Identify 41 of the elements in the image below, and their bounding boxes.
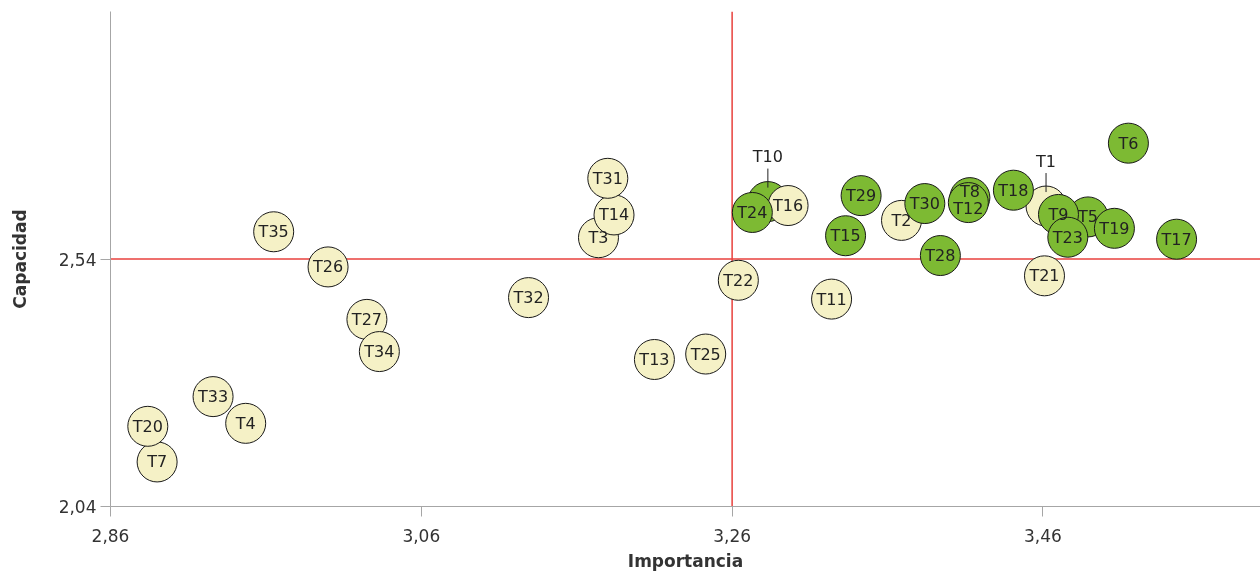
- data-label: T19: [1098, 218, 1130, 238]
- data-label: T27: [350, 309, 382, 329]
- data-label: T8: [958, 182, 980, 202]
- annotation: T10: [751, 147, 783, 167]
- data-label: T18: [997, 180, 1029, 200]
- y-tick-label: 2,04: [58, 497, 97, 517]
- x-axis-title: Importancia: [627, 550, 744, 571]
- data-label: T4: [234, 413, 256, 433]
- data-label: T24: [736, 202, 768, 222]
- annotation: T1: [1035, 151, 1057, 171]
- data-label: T26: [312, 257, 344, 277]
- x-tick-label: 3,26: [713, 525, 752, 546]
- data-label: T6: [1117, 133, 1139, 153]
- data-label: T15: [829, 226, 861, 246]
- data-label: T12: [952, 199, 984, 219]
- data-label: T9: [1047, 204, 1069, 224]
- data-label: T35: [257, 222, 289, 242]
- data-label: T34: [363, 342, 395, 362]
- data-label: T16: [772, 196, 804, 216]
- data-label: T11: [815, 289, 847, 309]
- data-label: T7: [146, 452, 168, 472]
- y-tick-label: 2,54: [58, 249, 97, 270]
- data-label: T5: [1077, 207, 1098, 227]
- data-label: T28: [924, 246, 956, 266]
- x-tick-label: 3,46: [1024, 525, 1062, 546]
- data-label: T31: [591, 168, 623, 188]
- data-label: T29: [845, 186, 877, 206]
- data-label: T20: [131, 416, 163, 436]
- data-label: T21: [1028, 266, 1060, 286]
- data-label: T22: [722, 270, 754, 290]
- data-label: T3: [587, 228, 609, 248]
- y-axis-title: Capacidad: [9, 209, 30, 309]
- data-label: T33: [197, 387, 229, 407]
- data-label: T32: [512, 288, 544, 308]
- data-label: T23: [1051, 227, 1083, 247]
- data-label: T17: [1160, 229, 1192, 249]
- x-tick-label: 2,86: [91, 525, 130, 546]
- data-label: T14: [597, 205, 630, 225]
- data-label: T25: [689, 344, 721, 364]
- x-tick-label: 3,06: [402, 525, 441, 546]
- data-label: T13: [638, 349, 670, 369]
